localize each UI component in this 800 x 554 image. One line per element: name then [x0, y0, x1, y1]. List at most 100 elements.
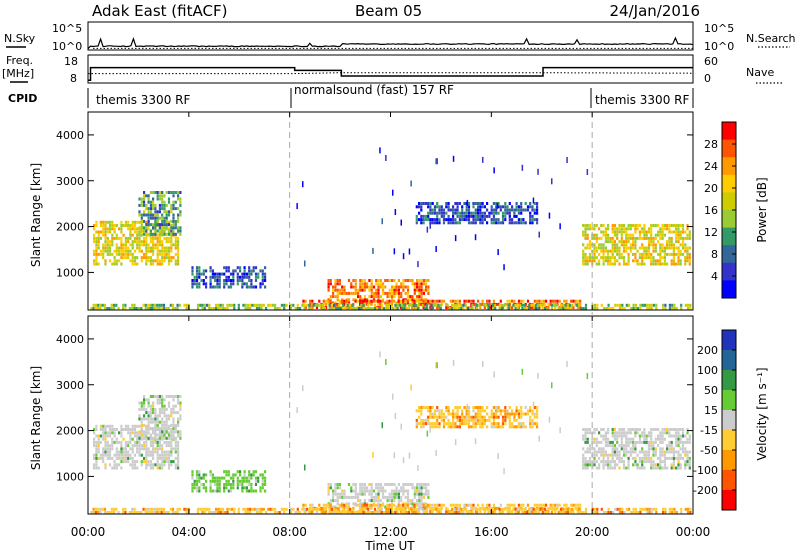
data-cell: [659, 236, 662, 240]
data-cell: [488, 211, 491, 215]
data-cell: [115, 450, 118, 454]
data-cell: [486, 418, 489, 422]
data-cell: [241, 282, 244, 286]
data-cell: [372, 295, 376, 299]
data-cell: [305, 507, 308, 511]
data-cell: [264, 483, 267, 486]
data-cell: [217, 507, 220, 511]
data-cell: [352, 502, 355, 506]
data-cell: [179, 191, 182, 194]
data-cell: [394, 507, 397, 511]
data-cell: [611, 252, 614, 256]
data-cell: [158, 191, 161, 194]
data-cell: [677, 259, 680, 263]
data-cell: [303, 303, 306, 307]
data-cell: [654, 428, 657, 431]
data-cell: [165, 450, 168, 454]
data-cell: [477, 218, 480, 222]
data-cell: [226, 507, 229, 511]
data-cell: [650, 262, 653, 266]
data-cell: [94, 511, 97, 514]
data-cell: [607, 233, 610, 237]
data-cell: [661, 230, 664, 234]
data-cell: [106, 424, 109, 428]
data-cell: [503, 303, 506, 307]
data-cell: [652, 444, 655, 448]
data-cell: [477, 409, 480, 413]
data-cell: [122, 511, 125, 514]
data-cell: [220, 476, 223, 480]
data-cell: [529, 406, 532, 409]
data-cell: [131, 460, 134, 464]
data-cell: [625, 246, 628, 250]
data-cell: [304, 299, 307, 303]
data-cell: [359, 285, 362, 289]
data-cell: [454, 422, 457, 426]
data-cell: [479, 412, 482, 416]
data-cell: [140, 511, 143, 514]
data-cell: [156, 240, 159, 244]
data-cell: [431, 412, 434, 416]
colorbar-tick-label: 28: [704, 138, 718, 151]
data-cell: [427, 503, 430, 507]
data-cell: [211, 285, 214, 289]
data-cell: [440, 503, 443, 507]
data-cell: [452, 211, 455, 215]
data-cell: [170, 444, 173, 448]
data-cell: [607, 262, 610, 266]
data-cell: [106, 456, 109, 460]
data-cell: [632, 243, 635, 247]
data-cell: [465, 299, 468, 303]
data-cell: [491, 303, 494, 307]
data-cell: [236, 470, 239, 474]
data-cell: [538, 299, 541, 303]
data-cell: [520, 299, 523, 303]
data-cell: [177, 252, 180, 256]
data-cell: [352, 285, 355, 289]
data-cell: [616, 456, 619, 460]
data-cell: [354, 495, 357, 499]
data-cell: [108, 456, 112, 460]
data-cell: [225, 279, 228, 282]
data-cell: [136, 236, 139, 240]
data-cell: [329, 282, 332, 286]
data-cell: [370, 489, 373, 493]
data-cell: [250, 486, 253, 490]
scatter-cell: [304, 464, 306, 471]
data-cell: [621, 303, 624, 307]
data-cell: [341, 285, 344, 289]
data-cell: [99, 230, 102, 234]
data-cell: [641, 460, 644, 464]
data-cell: [409, 298, 412, 302]
data-cell: [479, 418, 482, 422]
data-cell: [643, 466, 646, 470]
data-cell: [140, 197, 143, 201]
data-cell: [217, 307, 220, 310]
data-cell: [354, 299, 357, 303]
data-cell: [655, 507, 658, 511]
data-cell: [421, 303, 424, 307]
data-cell: [167, 252, 171, 256]
scatter-cell: [474, 234, 477, 241]
data-cell: [113, 230, 116, 234]
data-cell: [104, 230, 107, 234]
data-cell: [472, 205, 475, 209]
data-cell: [115, 440, 118, 444]
data-cell: [657, 466, 660, 470]
data-cell: [106, 450, 109, 454]
data-cell: [154, 236, 157, 240]
data-cell: [452, 418, 455, 422]
data-cell: [681, 428, 685, 431]
data-cell: [424, 302, 427, 306]
data-cell: [152, 466, 155, 470]
data-cell: [391, 285, 394, 289]
scatter-cell: [400, 423, 402, 430]
data-cell: [149, 210, 152, 214]
data-cell: [511, 510, 514, 514]
data-cell: [154, 213, 157, 217]
data-cell: [377, 489, 380, 493]
data-cell: [681, 444, 685, 448]
data-cell: [541, 507, 544, 511]
data-cell: [174, 243, 177, 247]
data-cell: [172, 219, 175, 223]
